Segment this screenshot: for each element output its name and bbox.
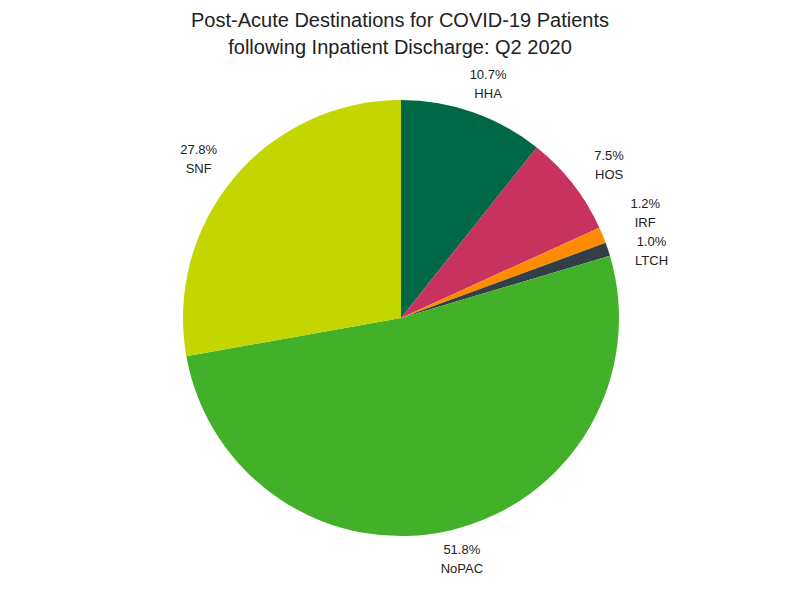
title-line: Post-Acute Destinations for COVID-19 Pat…	[191, 9, 609, 31]
slice-value-label: 51.8%	[443, 542, 480, 557]
pie-slices	[183, 100, 619, 536]
slice-label: 51.8% NoPAC	[441, 542, 483, 576]
slice-category-label: IRF	[635, 215, 656, 230]
slice-label: 1.2% IRF	[630, 196, 660, 230]
slice-label: 10.7% HHA	[470, 67, 507, 101]
slice-value-label: 1.2%	[630, 196, 660, 211]
slice-label: 1.0% LTCH	[635, 234, 668, 268]
slice-value-label: 1.0%	[637, 234, 667, 249]
pie-slice	[183, 100, 401, 356]
data-labels: 10.7% HHA 7.5% HOS 1.2% IRF 1.0% LTCH 51.8% NoPAC…	[180, 67, 668, 576]
slice-label: 7.5% HOS	[594, 148, 624, 182]
slice-category-label: LTCH	[635, 253, 668, 268]
slice-value-label: 27.8%	[180, 142, 217, 157]
slice-value-label: 10.7%	[470, 67, 507, 82]
slice-value-label: 7.5%	[594, 148, 624, 163]
chart-title: Post-Acute Destinations for COVID-19 Pat…	[191, 9, 609, 58]
slice-category-label: SNF	[186, 161, 212, 176]
slice-category-label: HHA	[474, 86, 502, 101]
slice-label: 27.8% SNF	[180, 142, 217, 176]
slice-category-label: NoPAC	[441, 561, 483, 576]
chart-root: Post-Acute Destinations for COVID-19 Pat…	[0, 0, 800, 600]
slice-category-label: HOS	[595, 167, 624, 182]
title-line: following Inpatient Discharge: Q2 2020	[228, 36, 572, 58]
